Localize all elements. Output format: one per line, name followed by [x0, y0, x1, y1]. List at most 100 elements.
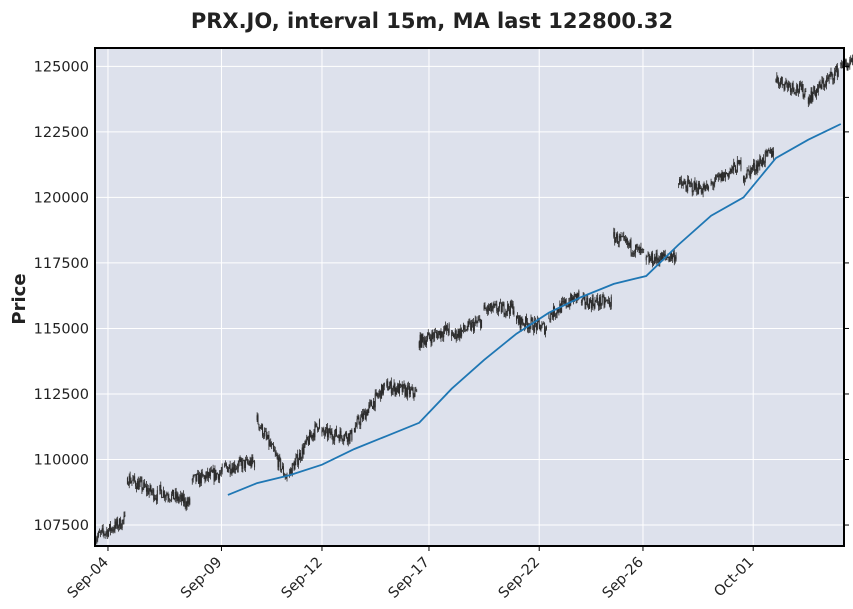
candle-body — [364, 410, 366, 420]
candle-body — [684, 182, 686, 185]
candle-body — [496, 304, 498, 311]
candle-body — [680, 180, 682, 185]
candle-body — [754, 171, 756, 172]
candle-body — [106, 530, 108, 533]
candle-body — [440, 331, 442, 338]
candle-body — [707, 183, 709, 190]
candle-body — [563, 301, 565, 304]
candle-body — [296, 454, 298, 458]
candle-body — [693, 181, 695, 192]
candle-body — [98, 531, 100, 536]
candle-body — [337, 435, 339, 437]
candle-body — [393, 383, 395, 388]
candle-body — [780, 76, 782, 81]
candle-body — [786, 81, 788, 84]
candle-body — [379, 390, 381, 394]
candle-body — [679, 179, 681, 184]
candle-body — [775, 79, 777, 83]
candle-body — [181, 494, 183, 502]
candle-body — [553, 306, 555, 317]
candle-body — [479, 319, 481, 320]
candle-body — [544, 323, 546, 334]
candle-body — [627, 242, 629, 245]
candle-body — [788, 83, 790, 89]
candle-body — [595, 300, 597, 302]
candle-body — [204, 475, 206, 481]
candle-body — [172, 489, 174, 500]
candle-body — [212, 469, 214, 473]
candle-body — [144, 482, 146, 487]
candle-body — [338, 436, 340, 442]
candle-body — [508, 309, 510, 314]
candle-body — [133, 476, 135, 480]
candle-body — [552, 306, 554, 318]
candle-body — [210, 470, 212, 472]
candle-body — [230, 472, 232, 473]
candle-body — [500, 302, 502, 313]
candle-body — [748, 169, 750, 171]
candle-body — [165, 494, 167, 497]
candle-body — [446, 325, 448, 331]
candle-body — [759, 158, 761, 167]
candle-body — [273, 449, 275, 452]
candle-body — [193, 475, 195, 477]
candle-body — [646, 256, 648, 257]
candle-body — [208, 472, 210, 477]
candle-body — [433, 335, 435, 338]
candle-body — [604, 300, 606, 305]
candle-body — [506, 310, 508, 312]
candle-body — [523, 324, 525, 326]
candle-body — [268, 434, 270, 446]
candle-body — [405, 387, 407, 396]
candle-body — [206, 471, 208, 476]
candle-body — [657, 259, 659, 260]
candle-body — [618, 235, 620, 244]
candle-body — [649, 257, 651, 263]
candle-body — [552, 314, 554, 318]
candle-body — [518, 315, 520, 324]
candle-body — [116, 519, 118, 526]
candle-body — [803, 94, 805, 97]
y-tick-label: 107500 — [34, 518, 89, 534]
candle-body — [311, 435, 313, 438]
candle-body — [343, 439, 345, 442]
candle-body — [536, 319, 538, 330]
candle-body — [163, 491, 165, 498]
candle-body — [752, 163, 754, 168]
candle-body — [779, 85, 781, 86]
candle-body — [164, 496, 166, 498]
candle-body — [339, 430, 341, 442]
candle-body — [625, 238, 627, 242]
candle-body — [217, 473, 219, 475]
plot-area — [95, 48, 844, 546]
candle-body — [517, 318, 519, 324]
candle-body — [486, 309, 488, 312]
candle-body — [510, 301, 512, 307]
candle-body — [726, 173, 728, 175]
candle-body — [431, 332, 433, 343]
candle-body — [432, 332, 434, 336]
candle-body — [667, 257, 669, 258]
candle-body — [351, 429, 353, 441]
candle-body — [309, 432, 311, 438]
candle-body — [732, 166, 734, 171]
candle-body — [448, 324, 450, 333]
candle-body — [445, 325, 447, 331]
candle-body — [113, 529, 115, 531]
candle-body — [401, 384, 403, 392]
candle-body — [538, 320, 540, 325]
candle-body — [708, 186, 710, 190]
candle-body — [360, 417, 362, 426]
x-tick-label: Oct-01 — [711, 554, 757, 600]
candle-body — [232, 467, 234, 473]
candle-body — [494, 304, 496, 306]
candle-body — [828, 76, 830, 80]
candle-body — [836, 65, 838, 77]
candle-body — [122, 520, 124, 521]
candle-body — [457, 330, 459, 337]
candle-body — [322, 428, 324, 431]
x-tick-label: Sep-12 — [279, 554, 326, 601]
candle-body — [428, 332, 430, 338]
candle-body — [669, 258, 671, 261]
candle-body — [376, 392, 378, 396]
